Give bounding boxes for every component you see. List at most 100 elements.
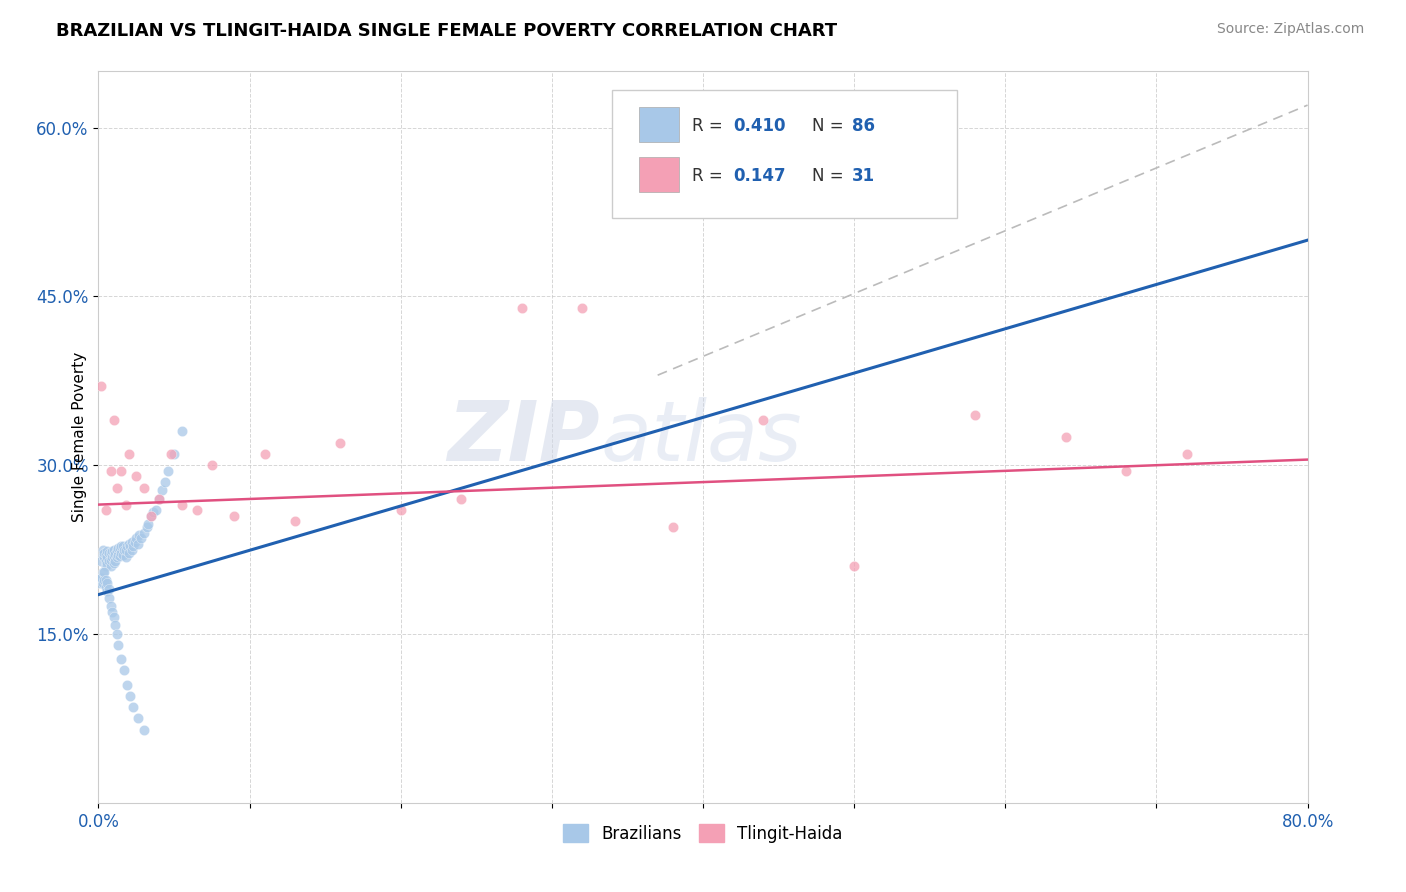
Point <box>1115 464 1137 478</box>
Point <box>118 546 141 560</box>
Point <box>104 618 127 632</box>
Text: R =: R = <box>692 167 728 185</box>
Point <box>104 547 127 561</box>
Point <box>135 520 157 534</box>
Text: R =: R = <box>692 117 728 136</box>
Point <box>224 508 246 523</box>
Point <box>141 508 163 523</box>
Point <box>104 554 127 568</box>
Point <box>450 491 472 506</box>
Point <box>389 503 412 517</box>
Point <box>90 571 112 585</box>
Point <box>111 548 134 562</box>
Text: 0.410: 0.410 <box>734 117 786 136</box>
Point <box>110 464 132 478</box>
Point <box>90 571 112 585</box>
Point <box>141 508 163 523</box>
Point <box>105 481 128 495</box>
Point <box>170 425 193 439</box>
Point <box>98 582 121 596</box>
Point <box>965 408 987 422</box>
Point <box>90 379 112 393</box>
Point <box>115 539 138 553</box>
Point <box>752 413 775 427</box>
Point <box>124 534 146 549</box>
Point <box>132 481 155 495</box>
Point <box>112 542 135 557</box>
Point <box>132 723 155 737</box>
Point <box>105 550 128 565</box>
Point <box>118 447 141 461</box>
Point <box>201 458 224 473</box>
Point <box>96 558 118 572</box>
Point <box>101 550 124 565</box>
Point <box>96 543 118 558</box>
Text: N =: N = <box>811 117 849 136</box>
Point <box>91 548 114 562</box>
Point <box>98 554 121 568</box>
Point <box>160 447 183 461</box>
Point <box>98 591 121 605</box>
Point <box>103 413 125 427</box>
Point <box>108 541 131 556</box>
Point <box>91 565 114 579</box>
Point <box>94 503 117 517</box>
Point <box>121 534 143 549</box>
Text: 86: 86 <box>852 117 875 136</box>
Point <box>127 537 149 551</box>
FancyBboxPatch shape <box>638 157 679 192</box>
Point <box>284 515 307 529</box>
Point <box>122 700 145 714</box>
Point <box>105 627 128 641</box>
Point <box>90 554 112 568</box>
Point <box>101 605 124 619</box>
Text: atlas: atlas <box>600 397 801 477</box>
Point <box>94 573 117 587</box>
Point <box>122 539 145 553</box>
Point <box>100 546 122 560</box>
Point <box>94 580 117 594</box>
Point <box>163 447 186 461</box>
Point <box>101 543 124 558</box>
Point <box>107 541 129 556</box>
Point <box>114 550 136 565</box>
Y-axis label: Single Female Poverty: Single Female Poverty <box>72 352 87 522</box>
Point <box>103 610 125 624</box>
Point <box>98 546 121 560</box>
Point <box>132 525 155 540</box>
Point <box>145 503 167 517</box>
Point <box>661 520 683 534</box>
Text: 31: 31 <box>852 167 875 185</box>
Point <box>107 548 129 562</box>
Point <box>150 483 173 497</box>
Point <box>110 539 132 553</box>
Point <box>96 550 118 565</box>
Point <box>103 556 125 570</box>
Point <box>100 599 122 613</box>
Point <box>125 469 148 483</box>
Text: Source: ZipAtlas.com: Source: ZipAtlas.com <box>1216 22 1364 37</box>
Point <box>112 663 135 677</box>
Point <box>91 576 114 591</box>
FancyBboxPatch shape <box>613 90 957 218</box>
Legend: Brazilians, Tlingit-Haida: Brazilians, Tlingit-Haida <box>557 818 849 849</box>
Text: ZIP: ZIP <box>447 397 600 477</box>
Point <box>94 559 117 574</box>
Point <box>105 542 128 557</box>
Point <box>96 576 118 591</box>
Point <box>1054 430 1077 444</box>
Point <box>170 498 193 512</box>
Text: N =: N = <box>811 167 849 185</box>
Point <box>89 576 111 591</box>
Point <box>127 711 149 725</box>
Point <box>118 537 141 551</box>
Point <box>93 565 115 579</box>
Text: 0.147: 0.147 <box>734 167 786 185</box>
Point <box>93 573 115 587</box>
Point <box>125 532 148 546</box>
Point <box>91 542 114 557</box>
Point <box>156 464 179 478</box>
Point <box>114 498 136 512</box>
Point <box>1175 447 1198 461</box>
Point <box>571 301 593 315</box>
